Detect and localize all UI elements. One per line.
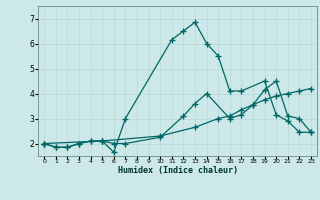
X-axis label: Humidex (Indice chaleur): Humidex (Indice chaleur) xyxy=(118,166,238,175)
